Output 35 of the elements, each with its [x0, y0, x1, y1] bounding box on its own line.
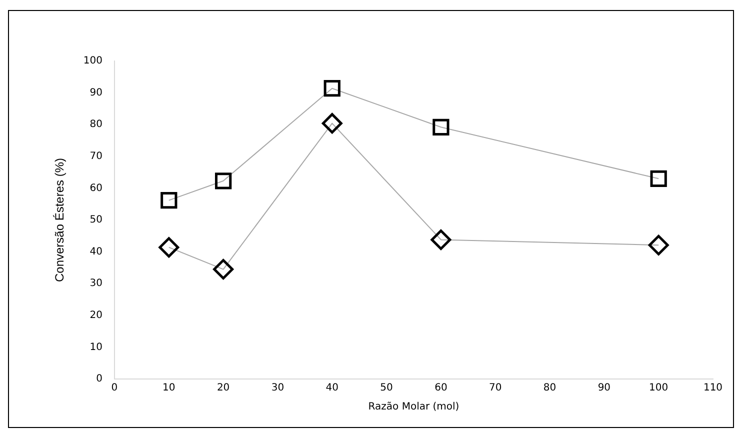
- x-tick-label: 20: [216, 382, 230, 394]
- y-tick-label: 30: [90, 278, 102, 290]
- y-tick-label: 80: [90, 119, 102, 130]
- point: [324, 80, 340, 97]
- point: [213, 259, 234, 280]
- point: [214, 172, 232, 190]
- y-tick-label: 0: [96, 374, 102, 385]
- x-tick-label: 110: [703, 382, 723, 394]
- x-tick-label: 40: [326, 382, 338, 394]
- y-tick-label: 40: [90, 246, 102, 258]
- y-tick-label: 90: [90, 87, 102, 98]
- y-tick-label: 60: [90, 182, 102, 194]
- point: [648, 234, 669, 256]
- y-tick-label: 20: [90, 310, 102, 321]
- x-tick-label: 80: [543, 382, 556, 394]
- x-tick-label: 10: [162, 382, 176, 394]
- x-tick-label: 30: [271, 382, 284, 394]
- x-tick-label: 90: [598, 382, 611, 394]
- point: [650, 170, 667, 187]
- y-tick-label: 10: [90, 342, 102, 353]
- x-tick-label: 100: [649, 382, 668, 394]
- point: [430, 229, 452, 250]
- y-tick-label: 70: [90, 150, 102, 162]
- x-tick-label: 50: [380, 382, 393, 394]
- y-axis-title: Conversão Ésteres (%): [52, 158, 67, 282]
- point: [160, 192, 178, 209]
- x-tick-label: 60: [434, 382, 448, 394]
- y-tick-label: 50: [90, 214, 102, 226]
- x-axis-title: Razão Molar (mol): [368, 402, 460, 413]
- point: [322, 113, 342, 134]
- point: [432, 118, 450, 136]
- point: [158, 237, 180, 258]
- x-tick-label: 70: [488, 382, 502, 394]
- x-tick-label: 0: [111, 382, 118, 394]
- y-tick-label: 100: [83, 56, 102, 67]
